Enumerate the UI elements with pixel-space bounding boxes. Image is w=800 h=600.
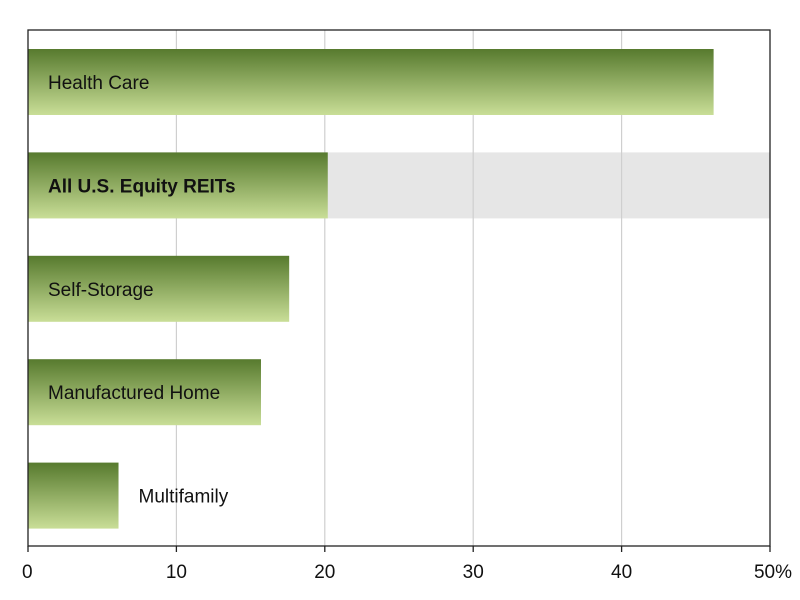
bar-label: Self-Storage — [48, 280, 154, 301]
bar-label: Health Care — [48, 73, 149, 94]
bar-label: Multifamily — [139, 487, 229, 508]
plot-frame — [27, 29, 771, 547]
x-tick-label: 50% — [754, 562, 792, 583]
bar — [28, 359, 261, 426]
bar — [28, 152, 328, 219]
x-tick-label: 0 — [22, 562, 33, 583]
bar — [28, 49, 714, 115]
bar-label: All U.S. Equity REITs — [48, 176, 236, 197]
x-tick-label: 20 — [314, 562, 335, 583]
bar — [28, 255, 290, 322]
x-tick-label: 10 — [166, 562, 187, 583]
x-tick-label: 30 — [463, 562, 484, 583]
bar-label: Manufactured Home — [48, 383, 220, 404]
bar — [28, 462, 119, 529]
x-tick-label: 40 — [611, 562, 632, 583]
